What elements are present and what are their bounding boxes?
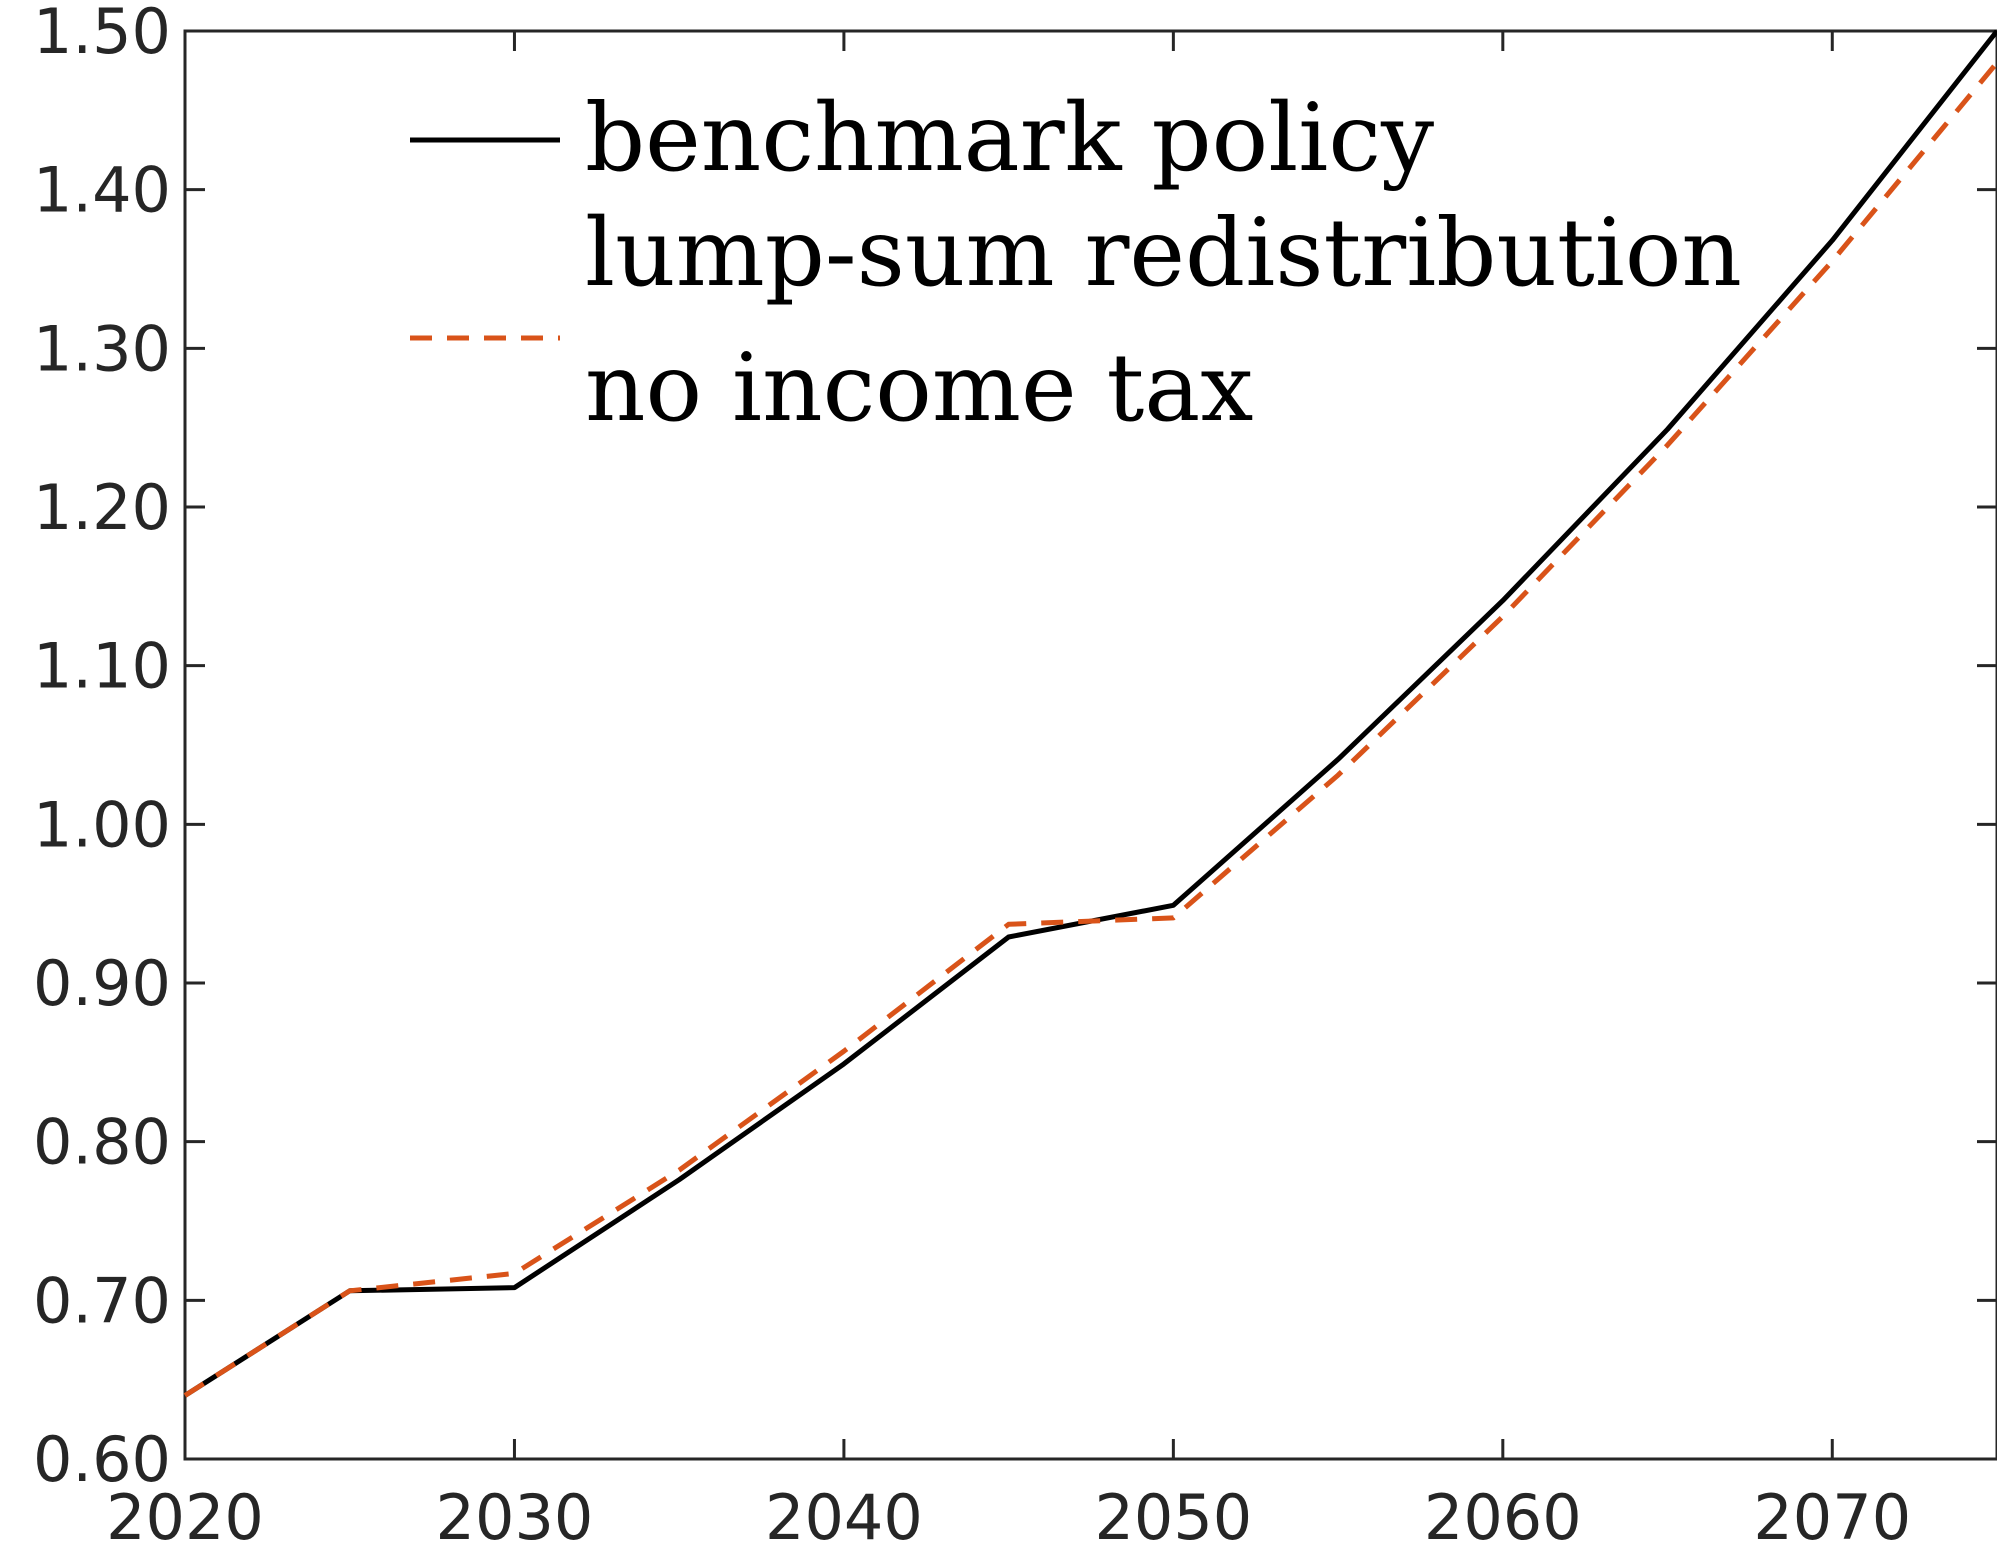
y-tick-label: 0.70 <box>33 1264 171 1337</box>
legend: benchmark policy lump-sum redistribution… <box>410 84 1742 443</box>
plot-area <box>183 29 1997 1461</box>
y-tick-label: 0.60 <box>33 1423 171 1496</box>
y-tick-label: 1.50 <box>33 0 171 68</box>
x-tick-label: 2020 <box>106 1481 264 1554</box>
legend-label-no-income-tax: no income tax <box>585 334 1253 443</box>
x-tick-label: 2070 <box>1753 1481 1911 1554</box>
y-tick-label: 1.30 <box>33 312 171 385</box>
series-lines <box>183 29 1997 1398</box>
y-axis: 0.60 0.70 0.80 0.90 1.00 1.10 1.20 1.30 1.40 1.50 <box>33 0 1997 1496</box>
x-tick-label: 2040 <box>765 1481 923 1554</box>
x-tick-label: 2050 <box>1094 1481 1252 1554</box>
x-tick-label: 2030 <box>436 1481 594 1554</box>
legend-label-lump-sum: lump-sum redistribution <box>585 199 1742 308</box>
y-tick-label: 1.10 <box>33 630 171 703</box>
x-axis: 2020 2030 2040 2050 2060 2070 <box>106 31 1911 1554</box>
legend-label-benchmark: benchmark policy <box>585 84 1434 193</box>
y-tick-label: 0.90 <box>33 947 171 1020</box>
x-tick-label: 2060 <box>1424 1481 1582 1554</box>
y-tick-label: 1.20 <box>33 471 171 544</box>
y-tick-label: 0.80 <box>33 1106 171 1179</box>
y-tick-label: 1.40 <box>33 154 171 227</box>
series-line-no-income-tax <box>183 61 1997 1398</box>
y-tick-label: 1.00 <box>33 788 171 861</box>
